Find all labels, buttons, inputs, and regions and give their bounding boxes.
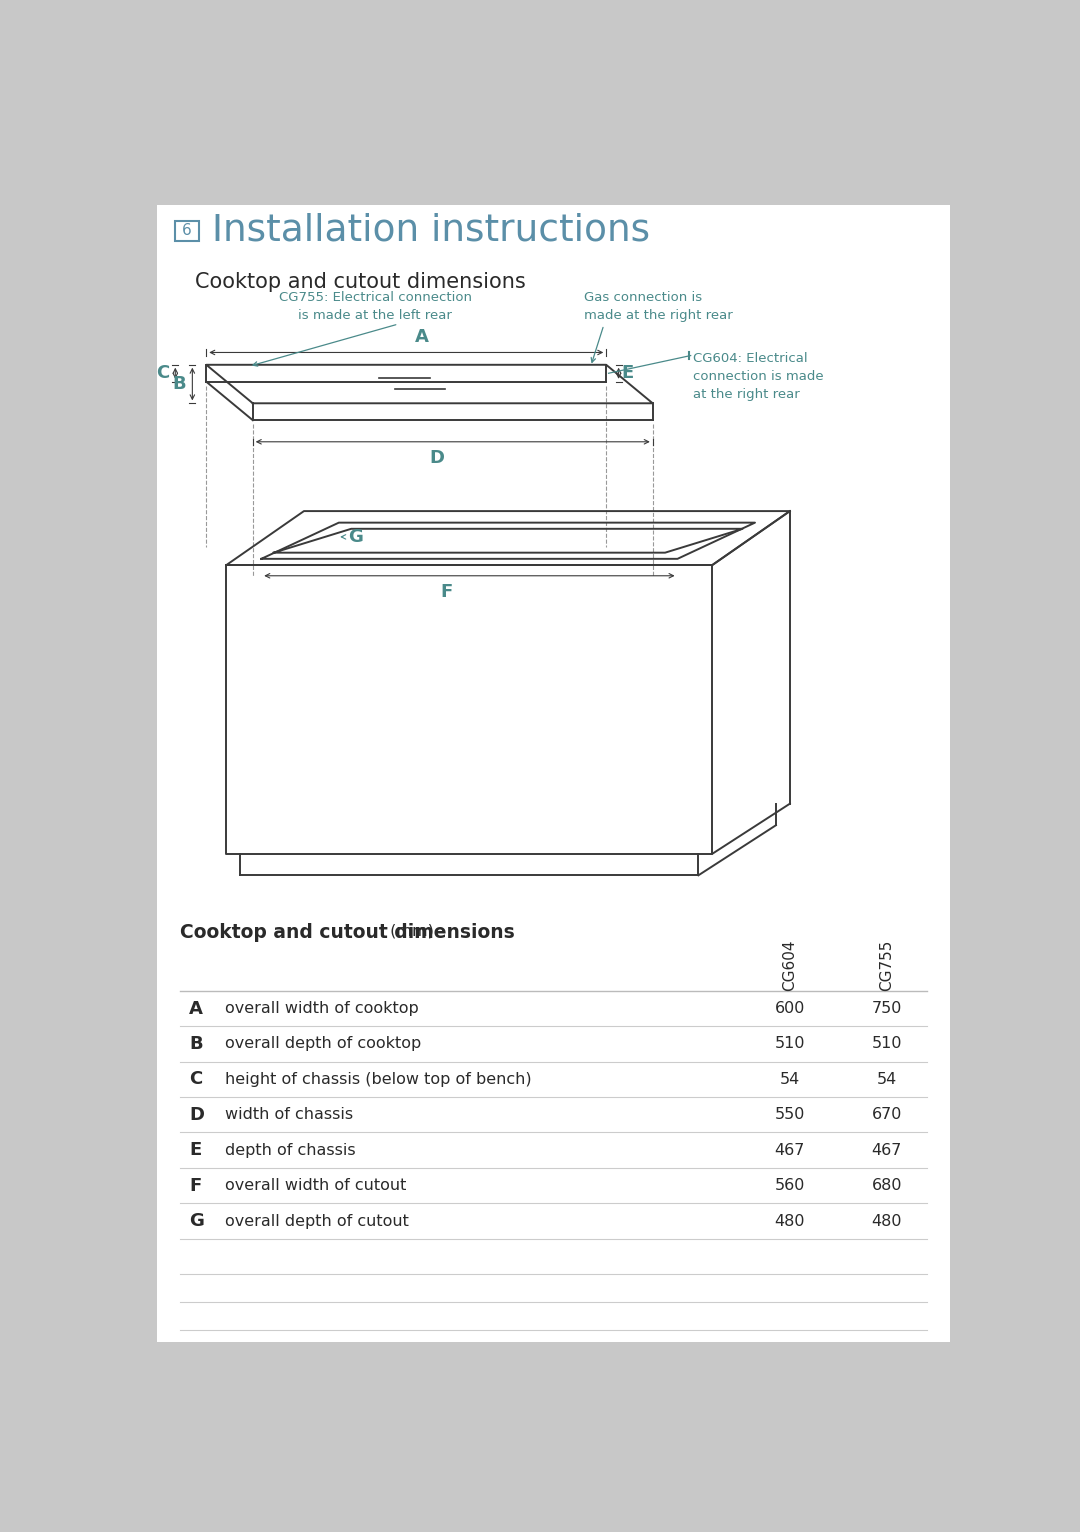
Text: 467: 467 <box>872 1143 902 1158</box>
Text: F: F <box>440 584 453 602</box>
Text: C: C <box>189 1071 203 1088</box>
Text: CG755: Electrical connection
is made at the left rear: CG755: Electrical connection is made at … <box>279 291 472 322</box>
Text: CG604: CG604 <box>782 941 797 991</box>
Text: 600: 600 <box>774 1000 805 1016</box>
Text: B: B <box>189 1036 203 1052</box>
Text: E: E <box>189 1141 202 1160</box>
Text: 6: 6 <box>183 224 192 239</box>
Text: C: C <box>156 365 170 383</box>
Text: 480: 480 <box>774 1213 805 1229</box>
Bar <box>175 221 199 241</box>
Text: overall depth of cutout: overall depth of cutout <box>225 1213 408 1229</box>
Text: 670: 670 <box>872 1108 902 1123</box>
Text: Cooktop and cutout dimensions: Cooktop and cutout dimensions <box>180 924 515 942</box>
Text: 510: 510 <box>774 1037 805 1051</box>
Text: overall depth of cooktop: overall depth of cooktop <box>225 1037 421 1051</box>
Text: E: E <box>622 365 634 383</box>
Text: 510: 510 <box>872 1037 902 1051</box>
Text: 480: 480 <box>872 1213 902 1229</box>
Text: overall width of cooktop: overall width of cooktop <box>225 1000 419 1016</box>
Text: D: D <box>430 449 445 467</box>
Text: 750: 750 <box>872 1000 902 1016</box>
Text: (mm): (mm) <box>384 924 433 938</box>
Text: depth of chassis: depth of chassis <box>225 1143 355 1158</box>
Text: width of chassis: width of chassis <box>225 1108 353 1123</box>
Text: F: F <box>189 1177 202 1195</box>
Text: Cooktop and cutout dimensions: Cooktop and cutout dimensions <box>195 273 526 293</box>
Text: B: B <box>173 375 186 394</box>
Text: D: D <box>189 1106 204 1124</box>
Text: overall width of cutout: overall width of cutout <box>225 1178 406 1193</box>
Text: 550: 550 <box>774 1108 805 1123</box>
Text: 680: 680 <box>872 1178 902 1193</box>
Text: 467: 467 <box>774 1143 805 1158</box>
Text: height of chassis (below top of bench): height of chassis (below top of bench) <box>225 1072 531 1086</box>
Text: G: G <box>348 529 363 545</box>
Text: 54: 54 <box>780 1072 800 1086</box>
Text: A: A <box>415 328 429 346</box>
Text: 54: 54 <box>877 1072 896 1086</box>
Text: CG755: CG755 <box>879 941 894 991</box>
Text: Installation instructions: Installation instructions <box>213 213 650 248</box>
Text: A: A <box>189 999 203 1017</box>
Text: 560: 560 <box>774 1178 805 1193</box>
Text: CG604: Electrical
connection is made
at the right rear: CG604: Electrical connection is made at … <box>693 352 824 401</box>
Text: G: G <box>189 1212 204 1230</box>
Text: Gas connection is
made at the right rear: Gas connection is made at the right rear <box>584 291 733 322</box>
